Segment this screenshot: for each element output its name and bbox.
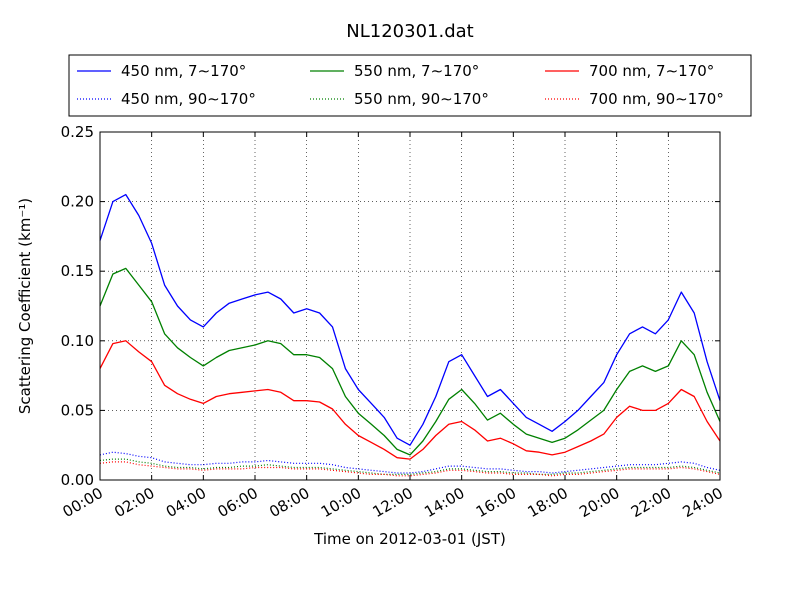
- legend-label: 450 nm, 7∼170°: [121, 62, 246, 80]
- x-axis-label: Time on 2012-03-01 (JST): [313, 530, 506, 548]
- y-tick-label: 0.00: [61, 471, 94, 489]
- x-tick-label: 04:00: [163, 484, 209, 521]
- x-tick-label: 14:00: [421, 484, 467, 521]
- y-tick-label: 0.05: [61, 401, 94, 419]
- ticks: [99, 131, 721, 481]
- y-tick-label: 0.25: [61, 123, 94, 141]
- series-line-3: [99, 458, 721, 475]
- series-line-0: [99, 193, 721, 446]
- series-line-1: [99, 451, 721, 474]
- y-tick-label: 0.10: [61, 332, 94, 350]
- legend-label: 700 nm, 7∼170°: [589, 62, 714, 80]
- chart-title: NL120301.dat: [346, 21, 473, 42]
- x-tick-label: 00:00: [60, 484, 106, 521]
- grid: [100, 132, 720, 480]
- legend-box: [68, 54, 752, 117]
- x-tick-label: 12:00: [370, 484, 416, 521]
- x-tick-label: 06:00: [215, 484, 261, 521]
- x-tick-label: 08:00: [266, 484, 312, 521]
- y-tick-label: 0.15: [61, 262, 94, 280]
- x-tick-label: 18:00: [525, 484, 571, 521]
- legend-label: 550 nm, 90∼170°: [354, 90, 489, 108]
- series-line-2: [99, 267, 721, 456]
- y-axis-label: Scattering Coefficient (km⁻¹): [16, 198, 34, 414]
- legend-label: 450 nm, 90∼170°: [121, 90, 256, 108]
- legend: 450 nm, 7∼170° 450 nm, 90∼170° 550 nm, 7∼1…: [68, 54, 752, 117]
- series-group: [99, 193, 721, 477]
- x-tick-label: 16:00: [473, 484, 519, 521]
- x-tick-label: 02:00: [111, 484, 157, 521]
- legend-label: 700 nm, 90∼170°: [589, 90, 724, 108]
- x-tick-label: 10:00: [318, 484, 364, 521]
- y-tick-label: 0.20: [61, 193, 94, 211]
- legend-label: 550 nm, 7∼170°: [354, 62, 479, 80]
- x-tick-label: 20:00: [576, 484, 622, 521]
- x-tick-label: 24:00: [680, 484, 726, 521]
- series-line-4: [99, 340, 721, 460]
- x-tick-label: 22:00: [628, 484, 674, 521]
